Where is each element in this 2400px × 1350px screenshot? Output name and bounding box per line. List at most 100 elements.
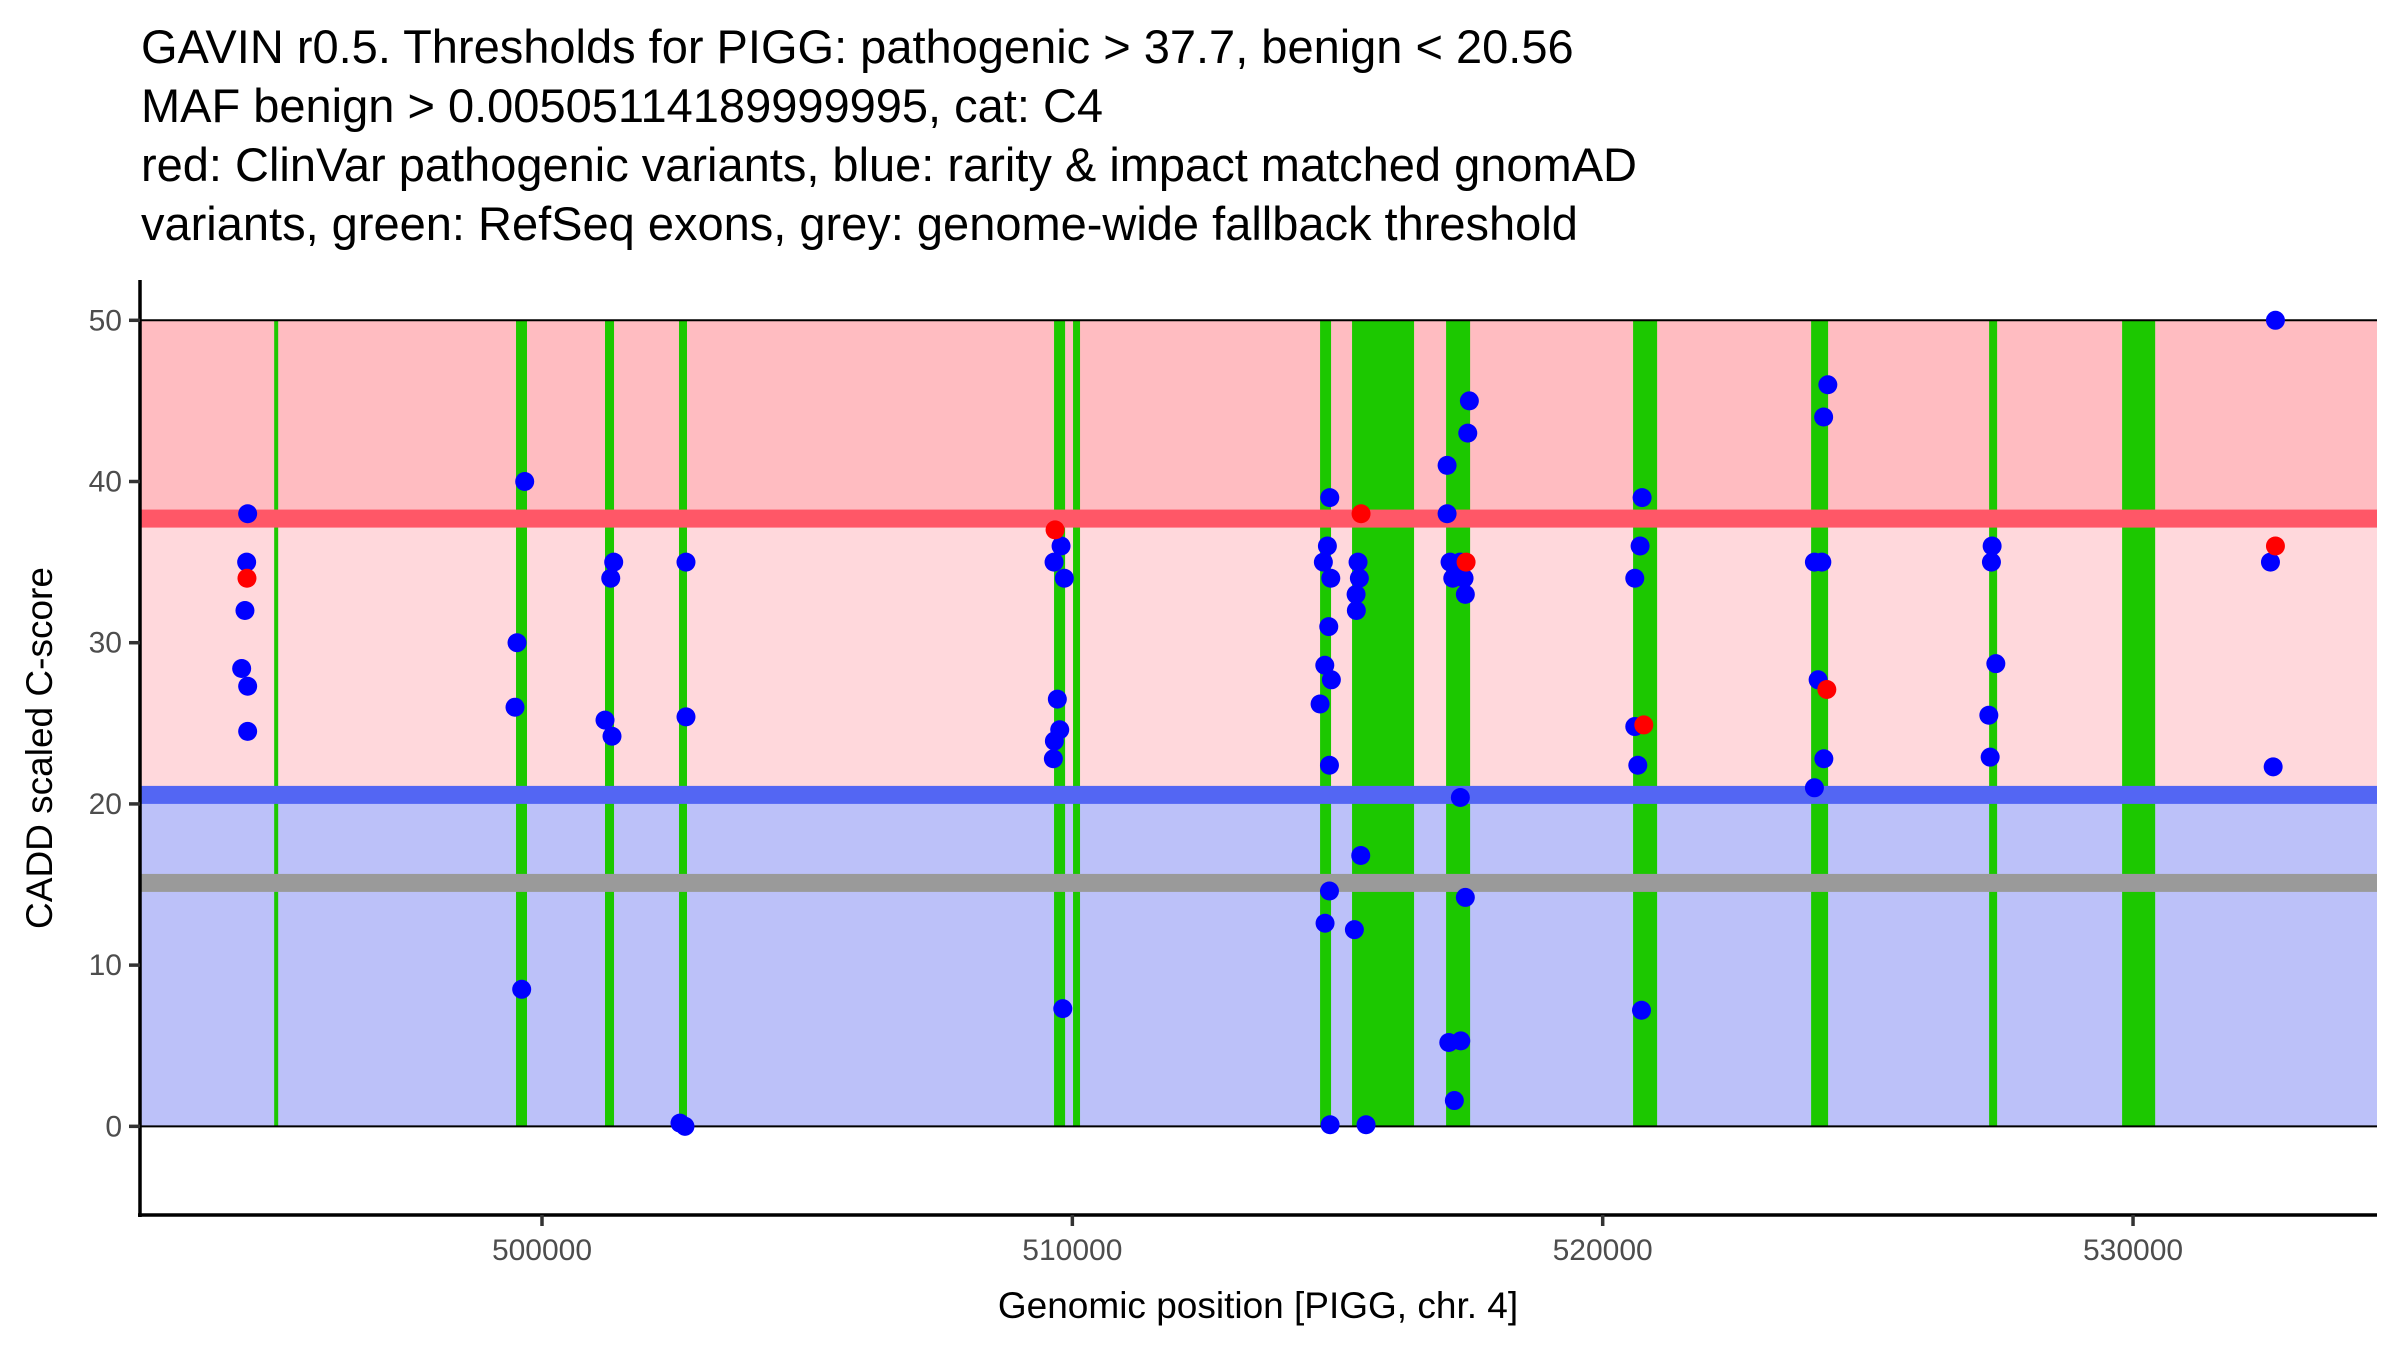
gnomad-point: [1346, 584, 1366, 604]
x-tick-label: 530000: [2083, 1234, 2183, 1267]
gnomad-point: [238, 721, 258, 741]
gnomad-point: [601, 568, 621, 588]
gnomad-point: [1804, 778, 1824, 798]
gnomad-point: [1437, 455, 1457, 475]
threshold-pathogenic: [140, 509, 2377, 528]
gnomad-point: [1047, 689, 1067, 709]
gnomad-point: [676, 707, 696, 727]
zone-vus: [140, 518, 2377, 795]
gnomad-point: [1458, 423, 1478, 443]
y-axis-title: CADD scaled C-score: [19, 567, 60, 929]
gnomad-point: [1319, 617, 1339, 637]
gnomad-point: [1814, 749, 1834, 769]
gnomad-point: [1450, 787, 1470, 807]
chart-title: GAVIN r0.5. Thresholds for PIGG: pathoge…: [141, 20, 1637, 250]
exon-bar: [1446, 320, 1471, 1127]
gnomad-point: [1459, 391, 1479, 411]
gnomad-point: [237, 552, 257, 572]
gnomad-point: [1315, 913, 1335, 933]
gnomad-point: [1356, 1115, 1376, 1135]
exon-bar: [516, 320, 527, 1127]
x-axis-title: Genomic position [PIGG, chr. 4]: [998, 1285, 1518, 1326]
gnomad-point: [1053, 999, 1073, 1019]
gnomad-point: [2265, 310, 2285, 330]
gnomad-point: [1320, 488, 1340, 508]
exon-bar: [1352, 320, 1415, 1127]
gnomad-point: [1313, 552, 1333, 572]
gnomad-point: [1437, 504, 1457, 524]
gnomad-point: [676, 552, 696, 572]
gnomad-point: [1981, 552, 2001, 572]
gnomad-point: [1320, 1115, 1340, 1135]
exon-bar: [1811, 320, 1829, 1127]
gnomad-point: [1632, 1000, 1652, 1020]
exon-bar: [1073, 320, 1081, 1127]
gnomad-point: [232, 659, 252, 679]
threshold-benign: [140, 785, 2377, 804]
x-tick-label: 520000: [1553, 1234, 1653, 1267]
title-line-2: MAF benign > 0.00505114189999995, cat: C…: [141, 79, 1103, 132]
gnomad-point: [1054, 568, 1074, 588]
gnomad-point: [505, 697, 525, 717]
title-line-4: variants, green: RefSeq exons, grey: gen…: [141, 197, 1578, 250]
clinvar-point: [1351, 504, 1371, 524]
axes: 500000 510000 520000 530000 0 10 20 30 40 50: [89, 280, 2377, 1267]
gnomad-point: [507, 633, 527, 653]
gnomad-point: [515, 472, 535, 492]
zone-benign: [140, 794, 2377, 1127]
gnomad-point: [1814, 407, 1834, 427]
clinvar-point: [1817, 679, 1837, 699]
gnomad-point: [675, 1116, 695, 1136]
gnomad-point: [1349, 568, 1369, 588]
clinvar-point: [1045, 520, 1065, 540]
gnomad-point: [1044, 731, 1064, 751]
gnomad-point: [1346, 600, 1366, 620]
gnomad-point: [1455, 584, 1475, 604]
zone-pathogenic: [140, 320, 2377, 519]
gnomad-point: [1454, 568, 1474, 588]
exon-bars: [274, 320, 2156, 1127]
threshold-zones: [140, 320, 2377, 1127]
gnomad-point: [235, 600, 255, 620]
zone-borders: [140, 319, 2377, 1128]
gnomad-point: [1980, 747, 2000, 767]
gnomad-point: [238, 504, 258, 524]
gnomad-point: [1351, 846, 1371, 866]
gnomad-point: [1982, 536, 2002, 556]
gnomad-point: [604, 552, 624, 572]
x-tick-label: 510000: [1022, 1234, 1122, 1267]
y-tick-label: 40: [89, 466, 122, 499]
variant-points: [232, 310, 2285, 1136]
clinvar-point: [2265, 536, 2285, 556]
gnomad-point: [1310, 694, 1330, 714]
y-tick-label: 20: [89, 788, 122, 821]
gnomad-point: [2260, 552, 2280, 572]
gnomad-point: [1630, 536, 1650, 556]
clinvar-point: [1634, 715, 1654, 735]
gnomad-point: [1632, 488, 1652, 508]
title-line-1: GAVIN r0.5. Thresholds for PIGG: pathoge…: [141, 20, 1574, 73]
gnomad-point: [1317, 536, 1337, 556]
gnomad-point: [1319, 755, 1339, 775]
gnomad-point: [1348, 552, 1368, 572]
gnomad-point: [1043, 749, 1063, 769]
title-line-3: red: ClinVar pathogenic variants, blue: …: [141, 138, 1637, 191]
gnomad-point: [512, 979, 532, 999]
y-tick-label: 50: [89, 304, 122, 337]
y-tick-label: 30: [89, 627, 122, 660]
gnomad-point: [602, 726, 622, 746]
plot-panel: [140, 310, 2377, 1136]
gnomad-point: [1044, 552, 1064, 572]
gnomad-point: [1319, 881, 1339, 901]
gnomad-point: [1986, 654, 2006, 674]
gnomad-point: [1315, 655, 1335, 675]
clinvar-point: [237, 568, 257, 588]
gnomad-point: [1344, 920, 1364, 940]
y-tick-label: 10: [89, 949, 122, 982]
gnomad-point: [1321, 568, 1341, 588]
gnomad-point: [2263, 757, 2283, 777]
gnomad-point: [1812, 552, 1832, 572]
exon-bar: [1320, 320, 1332, 1127]
gnomad-point: [1451, 1031, 1471, 1051]
